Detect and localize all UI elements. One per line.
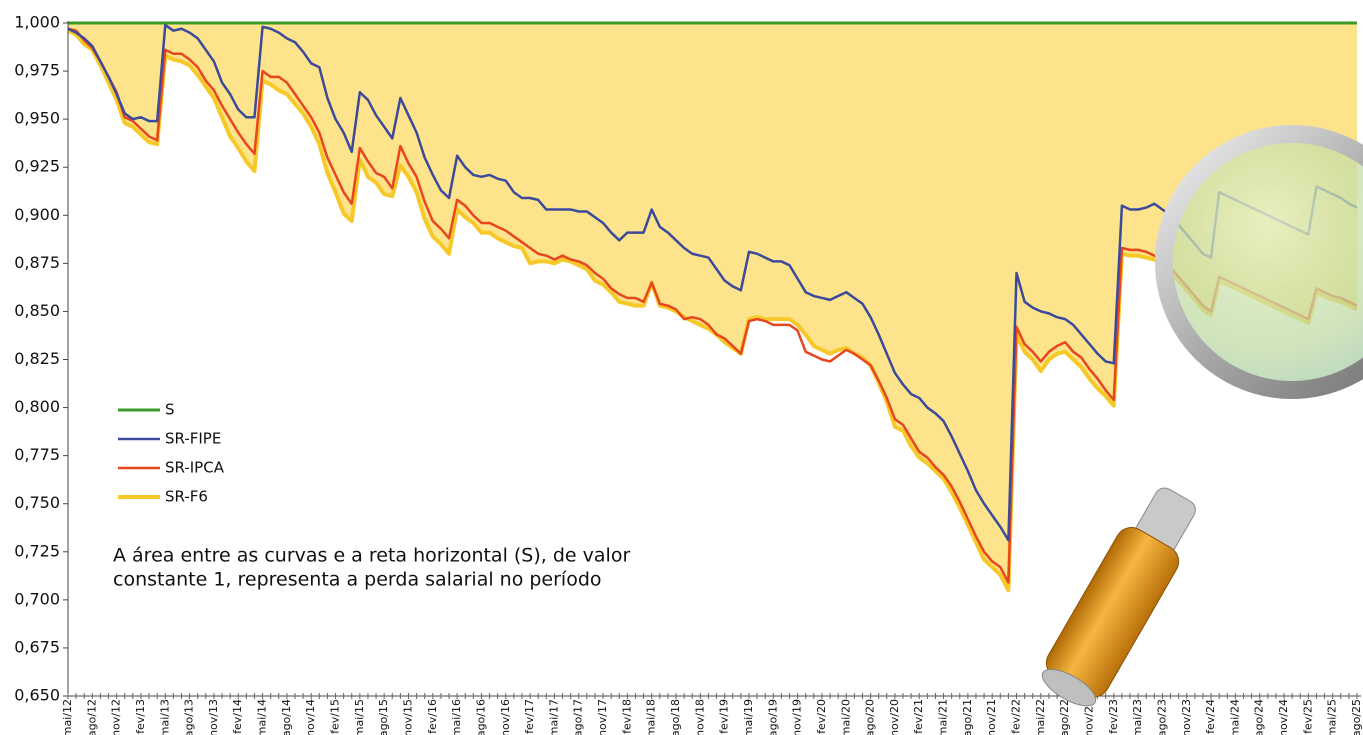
x-tick-label: fev/16: [426, 699, 439, 734]
x-tick-label: ago/19: [766, 699, 779, 735]
y-tick-label: 0,875: [14, 253, 60, 272]
series-line: [67, 23, 1358, 542]
x-tick-label: mai/21: [937, 699, 950, 735]
x-tick-label: ago/22: [1058, 699, 1071, 735]
x-tick-label: fev/18: [620, 699, 633, 734]
x-tick-label: fev/25: [1301, 699, 1314, 734]
x-tick-label: mai/18: [645, 699, 658, 735]
x-tick-label: nov/15: [401, 699, 414, 735]
y-tick-label: 0,825: [14, 349, 60, 368]
x-tick-label: nov/16: [499, 699, 512, 735]
x-tick-label: ago/16: [474, 699, 487, 735]
y-tick-label: 1,000: [14, 13, 60, 32]
y-tick-label: 0,650: [14, 686, 60, 705]
x-tick-label: nov/23: [1180, 699, 1193, 735]
y-tick-label: 0,675: [14, 637, 60, 656]
y-tick-label: 0,725: [14, 541, 60, 560]
annotation: constante 1, representa a perda salarial…: [113, 569, 602, 591]
x-tick-label: mai/24: [1228, 699, 1241, 735]
x-tick-label: ago/14: [280, 699, 293, 735]
magnifier-lens: [1155, 125, 1363, 399]
y-tick-label: 0,700: [14, 589, 60, 608]
legend-label: SR-IPCA: [165, 459, 225, 477]
x-tick-label: ago/13: [183, 699, 196, 735]
x-tick-label: ago/25: [1350, 699, 1363, 735]
x-tick-label: fev/19: [718, 699, 731, 734]
annotation: A área entre as curvas e a reta horizont…: [113, 545, 630, 567]
x-tick-label: nov/22: [1082, 699, 1095, 735]
x-tick-label: mai/15: [353, 699, 366, 735]
x-tick-label: nov/20: [888, 699, 901, 735]
x-tick-label: mai/19: [742, 699, 755, 735]
x-tick-label: ago/15: [377, 699, 390, 735]
x-tick-label: ago/20: [864, 699, 877, 735]
x-tick-label: mai/25: [1326, 699, 1339, 735]
y-tick-label: 0,925: [14, 157, 60, 176]
series-line: [67, 27, 1358, 584]
x-tick-label: nov/18: [693, 699, 706, 735]
x-tick-label: mai/17: [547, 699, 560, 735]
y-tick-label: 0,950: [14, 109, 60, 128]
x-tick-label: nov/14: [304, 699, 317, 735]
legend-label: S: [165, 401, 175, 419]
legend-label: SR-F6: [165, 488, 208, 506]
y-tick-label: 0,975: [14, 61, 60, 80]
legend-label: SR-FIPE: [165, 430, 221, 448]
y-tick-label: 0,750: [14, 493, 60, 512]
x-tick-label: mai/20: [839, 699, 852, 735]
x-tick-label: mai/13: [158, 699, 171, 735]
x-tick-label: fev/23: [1107, 699, 1120, 734]
x-tick-label: fev/24: [1204, 699, 1217, 734]
loss-area: [68, 23, 1357, 591]
magnifier: [1041, 125, 1363, 707]
x-tick-label: mai/22: [1034, 699, 1047, 735]
x-tick-label: fev/22: [1010, 699, 1023, 734]
x-tick-label: nov/13: [207, 699, 220, 735]
x-tick-label: fev/13: [134, 699, 147, 734]
y-tick-label: 0,900: [14, 205, 60, 224]
x-tick-label: ago/21: [961, 699, 974, 735]
x-tick-label: ago/18: [669, 699, 682, 735]
x-tick-label: nov/12: [110, 699, 123, 735]
x-tick-label: fev/20: [815, 699, 828, 734]
x-tick-label: ago/24: [1253, 699, 1266, 735]
x-tick-label: nov/19: [791, 699, 804, 735]
x-tick-label: fev/17: [523, 699, 536, 734]
y-tick-label: 0,800: [14, 397, 60, 416]
y-tick-label: 0,850: [14, 301, 60, 320]
x-tick-label: nov/21: [985, 699, 998, 735]
x-tick-label: ago/17: [572, 699, 585, 735]
x-tick-label: fev/14: [231, 699, 244, 734]
magnifier-cap: [1041, 668, 1097, 707]
x-tick-label: fev/21: [912, 699, 925, 734]
x-tick-label: mai/12: [61, 699, 74, 735]
x-tick-label: mai/23: [1131, 699, 1144, 735]
x-tick-label: ago/23: [1155, 699, 1168, 735]
x-tick-label: mai/16: [450, 699, 463, 735]
x-tick-label: nov/24: [1277, 699, 1290, 735]
x-tick-label: fev/15: [329, 699, 342, 734]
x-tick-label: nov/17: [596, 699, 609, 735]
y-tick-label: 0,775: [14, 445, 60, 464]
x-tick-label: ago/12: [85, 699, 98, 735]
x-tick-label: mai/14: [256, 699, 269, 735]
